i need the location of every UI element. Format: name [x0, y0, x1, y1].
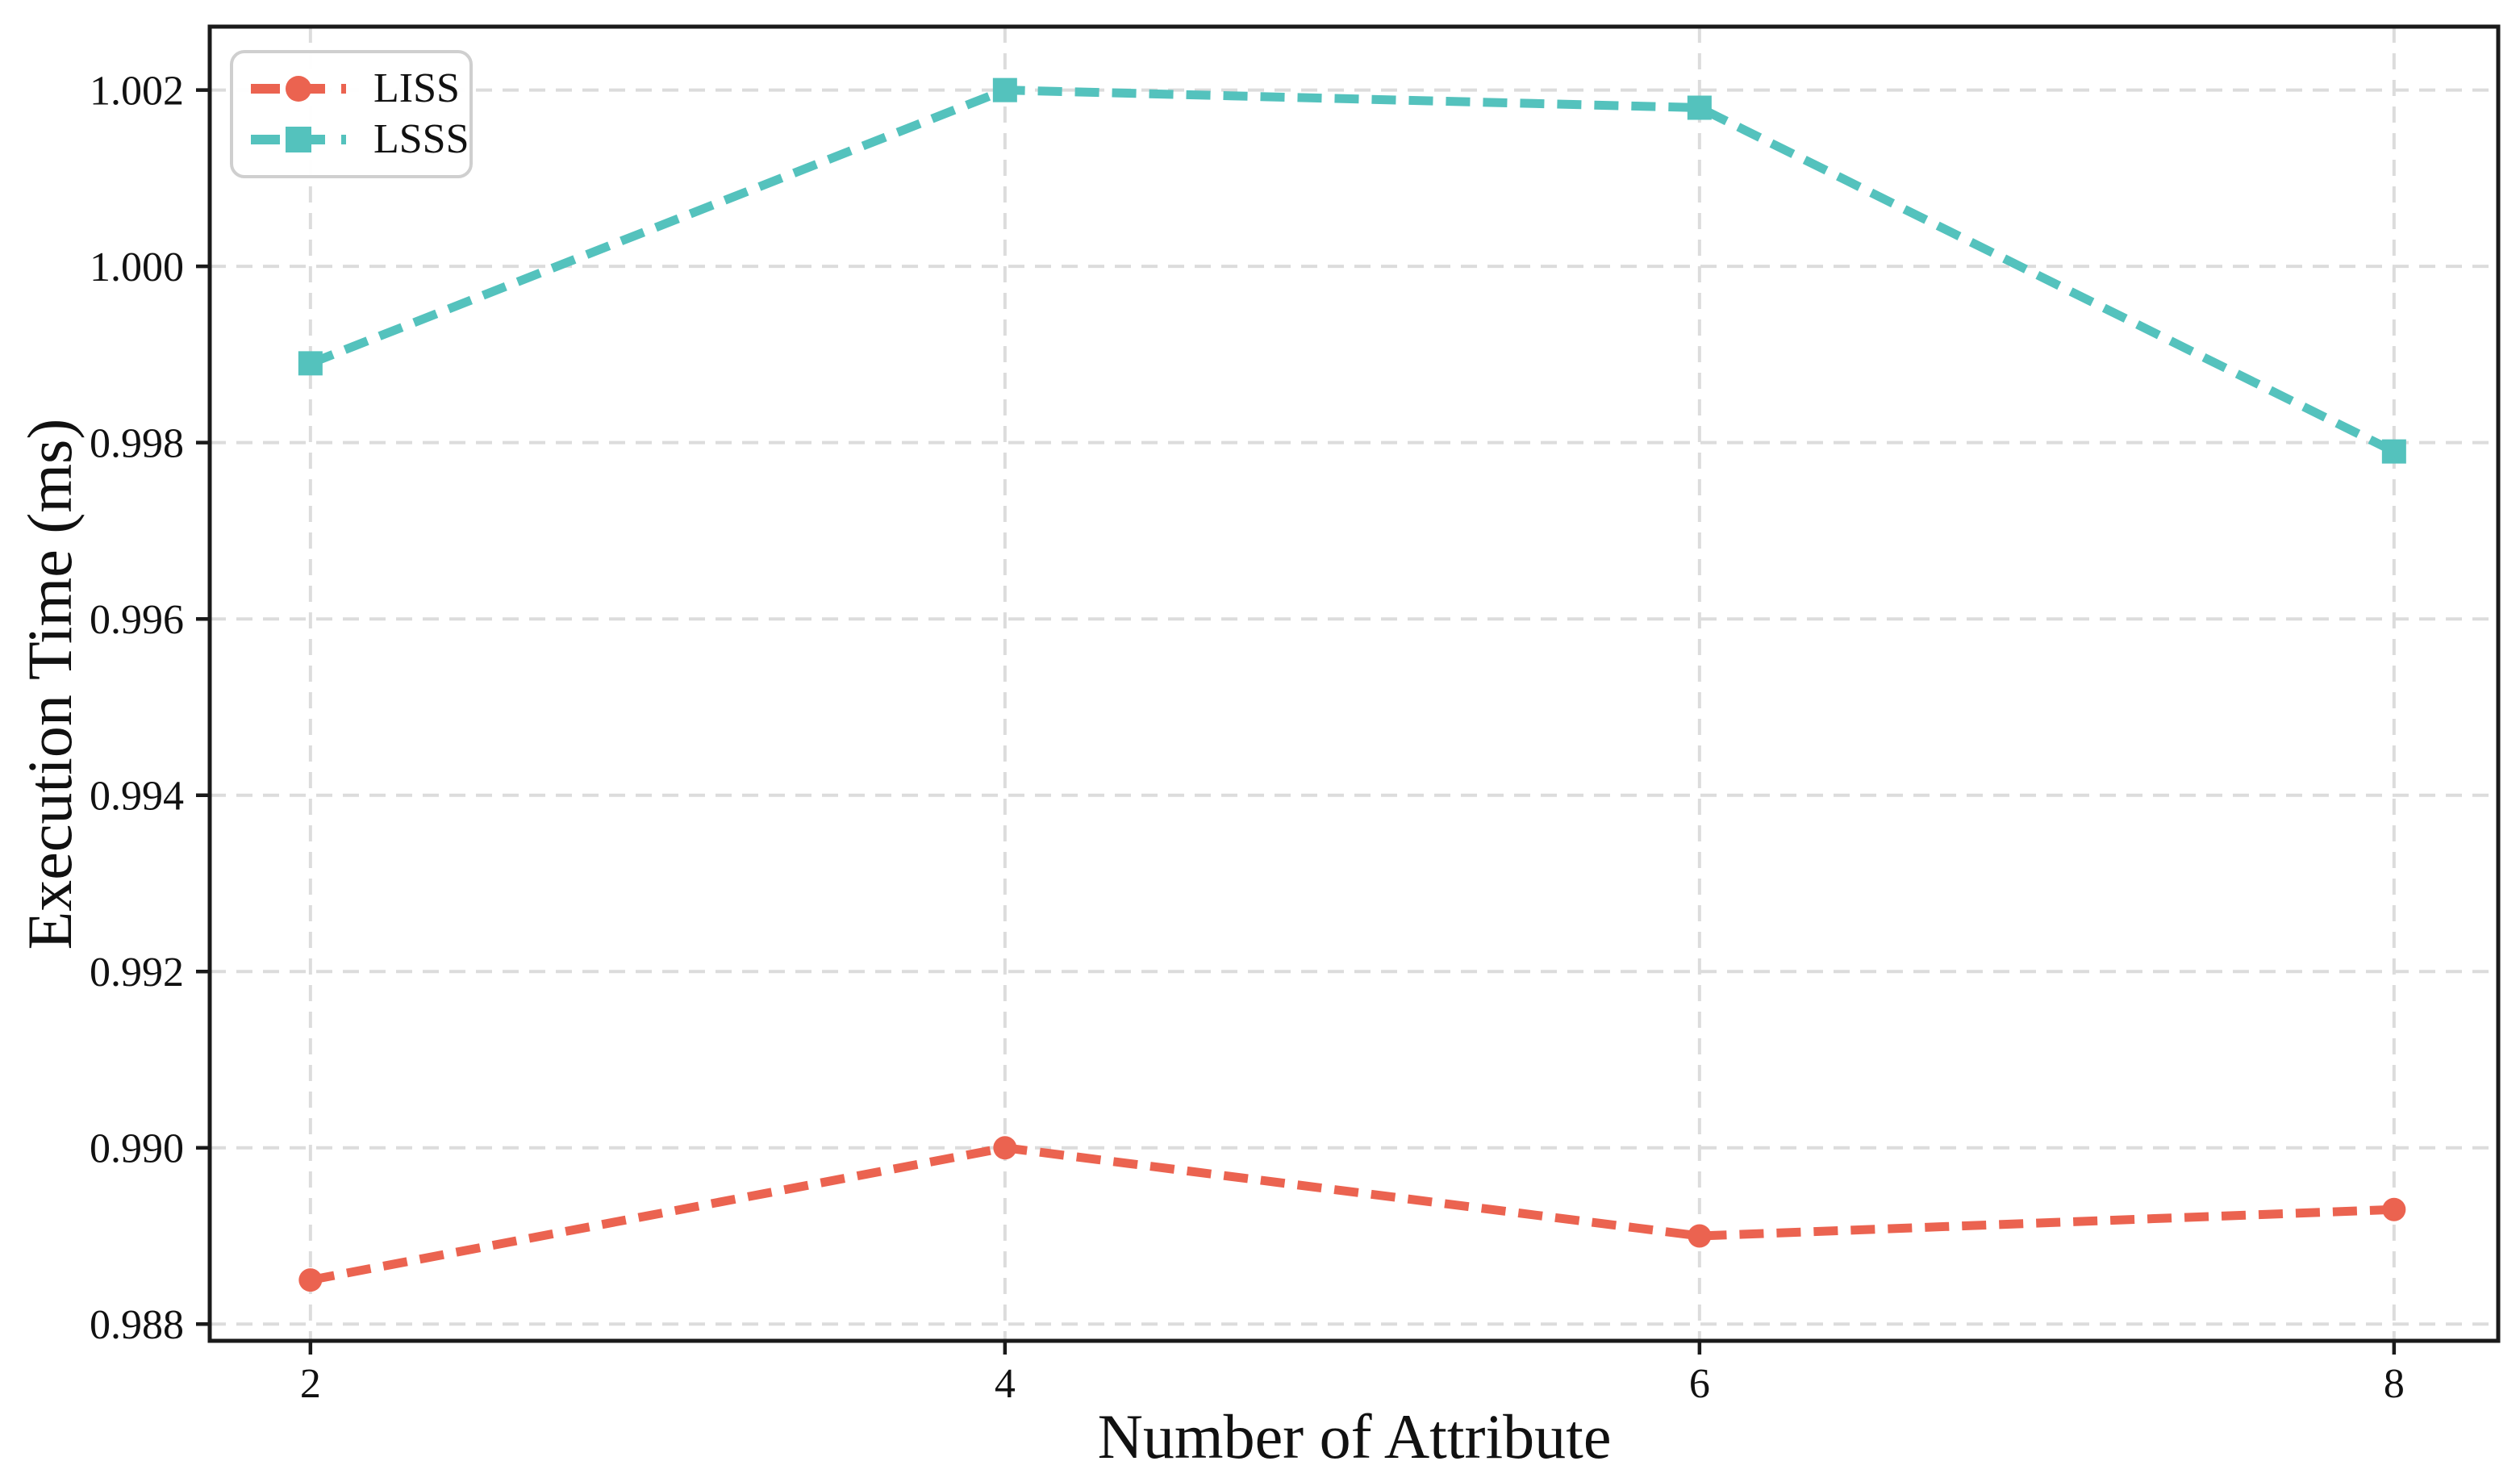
liss-line-marker-icon: [249, 71, 348, 106]
y-tick-label: 0.994: [90, 774, 184, 820]
x-tick-label: 2: [300, 1361, 321, 1407]
y-axis-label: Execution Time (ms): [15, 418, 86, 950]
x-tick-label: 8: [2384, 1361, 2405, 1407]
plot-border: [207, 24, 2501, 1343]
data-point-liss: [993, 1136, 1017, 1160]
data-point-lsss: [1687, 95, 1712, 120]
legend-item-liss: LISS: [249, 68, 461, 110]
x-tick-label: 4: [995, 1361, 1016, 1407]
series-line-liss: [309, 1143, 2395, 1285]
lsss-line-marker-icon: [249, 122, 348, 157]
y-tick-label: 0.996: [90, 597, 184, 643]
data-point-liss: [2382, 1197, 2406, 1221]
legend: LISS LSSS: [230, 50, 473, 178]
data-point-lsss: [2381, 439, 2406, 464]
data-point-liss: [1688, 1224, 1712, 1248]
y-tick-label: 0.988: [90, 1302, 184, 1348]
y-tick-label: 0.992: [90, 950, 184, 996]
grid: [210, 27, 2498, 1341]
legend-label-liss: LISS: [373, 65, 460, 112]
legend-label-lsss: LSSS: [373, 115, 469, 162]
x-tick-label: 6: [1689, 1361, 1710, 1407]
data-point-lsss: [992, 77, 1017, 102]
data-point-liss: [298, 1268, 323, 1292]
data-point-lsss: [298, 351, 323, 376]
x-axis-label: Number of Attribute: [1097, 1401, 1612, 1472]
legend-item-lsss: LSSS: [249, 118, 469, 161]
y-tick-label: 1.002: [90, 69, 184, 115]
y-tick-label: 0.998: [90, 421, 184, 467]
y-tick-label: 0.990: [90, 1126, 184, 1172]
series-line-lsss: [308, 86, 2397, 456]
y-tick-label: 1.000: [90, 244, 184, 290]
